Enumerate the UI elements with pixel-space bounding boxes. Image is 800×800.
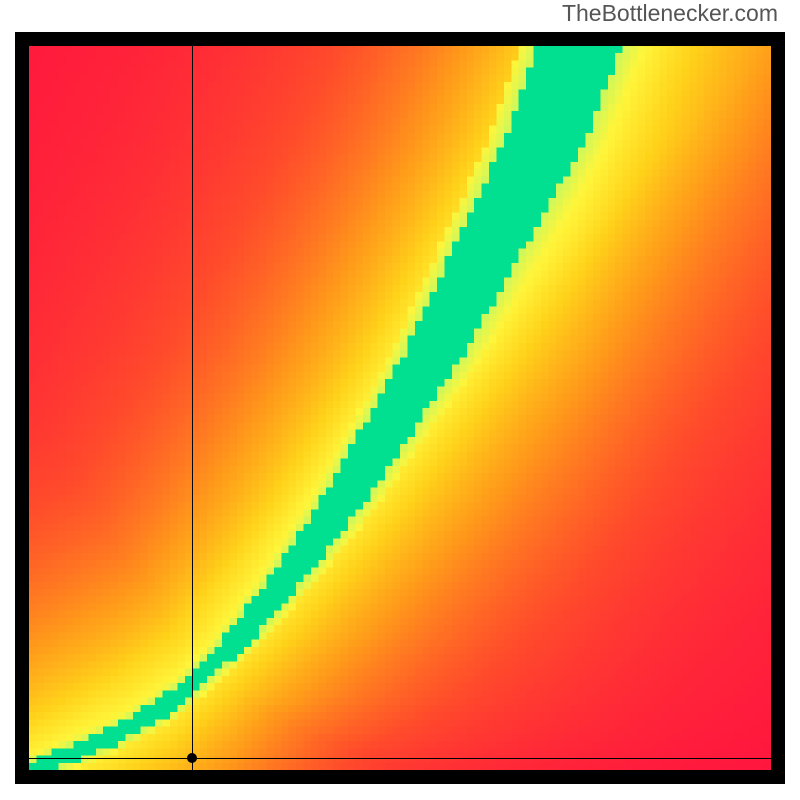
plot-frame <box>15 32 785 784</box>
plot-area <box>29 46 771 770</box>
chart-container: TheBottlenecker.com <box>0 0 800 800</box>
attribution-text: TheBottlenecker.com <box>562 0 778 27</box>
crosshair-dot <box>187 753 197 763</box>
crosshair-vertical <box>192 46 193 770</box>
crosshair-horizontal <box>29 758 771 759</box>
heatmap-canvas <box>29 46 771 770</box>
